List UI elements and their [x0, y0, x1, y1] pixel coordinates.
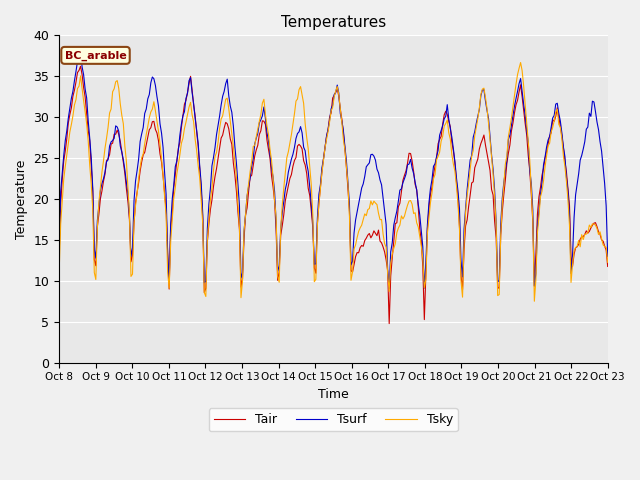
Tsurf — [385, 286, 393, 291]
Tsky — [604, 260, 612, 265]
Title: Temperatures: Temperatures — [281, 15, 386, 30]
Tair — [124, 198, 132, 204]
Tair — [220, 125, 228, 131]
Tsky — [237, 295, 245, 300]
Tsky — [516, 60, 524, 65]
X-axis label: Time: Time — [318, 388, 349, 401]
Tair — [248, 172, 255, 178]
Tsky — [122, 158, 130, 164]
Line: Tsky: Tsky — [59, 62, 608, 301]
Tair — [297, 143, 305, 149]
Tair — [239, 276, 246, 282]
Tsky — [577, 244, 584, 250]
Line: Tsurf: Tsurf — [59, 48, 608, 288]
Legend: Tair, Tsurf, Tsky: Tair, Tsurf, Tsky — [209, 408, 458, 431]
Tsurf — [604, 253, 612, 259]
Tsurf — [124, 191, 132, 196]
Tsky — [295, 87, 303, 93]
Text: BC_arable: BC_arable — [65, 50, 126, 60]
Tsurf — [220, 88, 228, 94]
Tsky — [219, 113, 227, 119]
Tsurf — [248, 163, 255, 169]
Tair — [604, 264, 612, 269]
Tair — [577, 236, 584, 242]
Tair — [385, 321, 393, 326]
Tsky — [531, 299, 538, 304]
Tair — [55, 252, 63, 258]
Tsurf — [297, 124, 305, 130]
Tsurf — [55, 244, 63, 250]
Tair — [77, 63, 84, 69]
Tsky — [55, 269, 63, 275]
Tsurf — [577, 157, 584, 163]
Tsurf — [77, 46, 84, 51]
Tsky — [246, 168, 254, 174]
Y-axis label: Temperature: Temperature — [15, 159, 28, 239]
Tsurf — [239, 270, 246, 276]
Line: Tair: Tair — [59, 66, 608, 324]
